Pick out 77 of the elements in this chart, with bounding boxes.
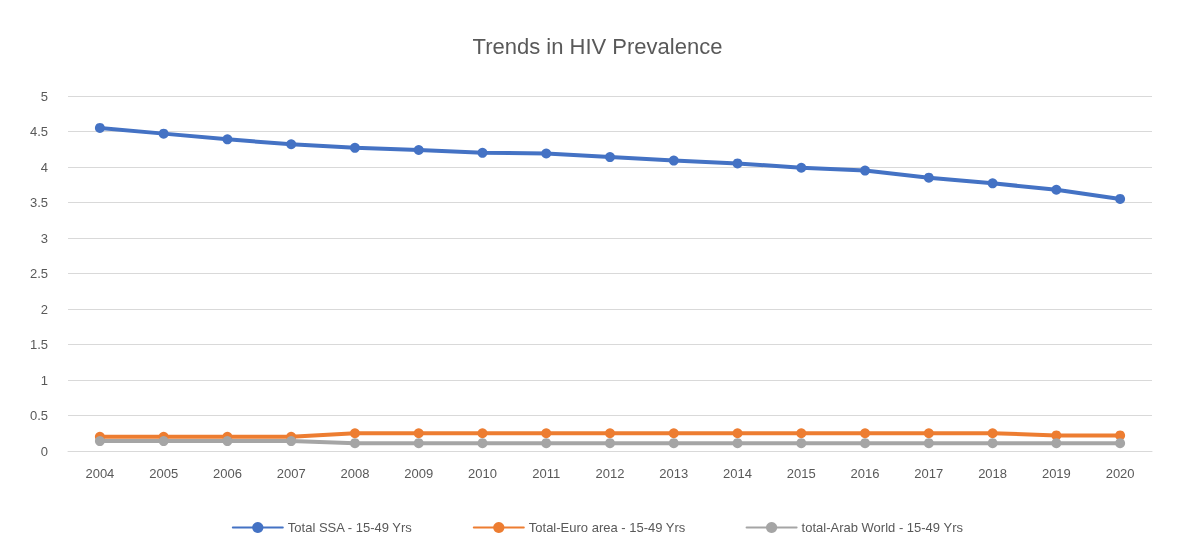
point: [541, 428, 552, 439]
point: [796, 162, 807, 173]
point: [349, 438, 360, 449]
x-tick-label: 2016: [850, 466, 880, 481]
x-tick-label: 2015: [786, 466, 816, 481]
chart-title: Trends in HIV Prevalence: [472, 33, 723, 59]
x-tick-label: 2007: [276, 466, 306, 481]
y-tick-label: 3.5: [29, 195, 48, 210]
point: [222, 436, 233, 447]
point: [732, 438, 743, 449]
point: [732, 428, 743, 439]
point: [286, 436, 297, 447]
x-tick-label: 2009: [404, 466, 434, 481]
legend-label: Total SSA - 15-49 Yrs: [287, 520, 413, 535]
point: [923, 438, 934, 449]
point: [732, 158, 743, 169]
x-tick-label: 2012: [595, 466, 625, 481]
y-tick-label: 2: [40, 301, 48, 317]
x-tick-label: 2018: [978, 466, 1008, 481]
x-tick-label: 2006: [212, 466, 242, 481]
point: [1115, 193, 1126, 204]
x-tick-label: 2008: [340, 466, 370, 481]
x-tick-label: 2017: [914, 466, 944, 481]
y-tick-label: 0.5: [29, 408, 48, 423]
point: [413, 428, 424, 439]
point: [860, 438, 871, 449]
y-tick-label: 4: [40, 159, 48, 175]
point: [413, 438, 424, 449]
point: [349, 428, 360, 439]
legend-label: Total-Euro area - 15-49 Yrs: [528, 520, 686, 535]
point: [1115, 438, 1126, 449]
point: [477, 147, 488, 158]
point: [222, 134, 233, 145]
point: [668, 155, 679, 166]
x-tick-label: 2005: [149, 466, 179, 481]
point: [796, 438, 807, 449]
point: [541, 148, 552, 159]
point: [541, 438, 552, 449]
point: [668, 438, 679, 449]
x-tick-label: 2004: [85, 466, 115, 481]
point: [668, 428, 679, 439]
y-tick-label: 4.5: [29, 124, 48, 139]
point: [860, 165, 871, 176]
point: [987, 178, 998, 189]
y-tick-label: 2.5: [29, 266, 48, 281]
point: [158, 128, 169, 139]
point: [477, 438, 488, 449]
x-tick-label: 2013: [659, 466, 689, 481]
x-tick-label: 2020: [1105, 466, 1135, 481]
y-tick-label: 3: [40, 230, 48, 246]
point: [413, 144, 424, 155]
point: [1051, 184, 1062, 195]
point: [860, 428, 871, 439]
point: [477, 428, 488, 439]
point: [923, 428, 934, 439]
y-tick-label: 5: [40, 88, 48, 104]
point: [605, 438, 615, 449]
point: [987, 438, 998, 449]
point: [923, 172, 934, 183]
y-tick-label: 1: [40, 372, 48, 388]
point: [286, 139, 297, 150]
x-tick-label: 2014: [723, 466, 752, 481]
point: [94, 122, 105, 133]
point: [1051, 438, 1062, 449]
point: [987, 428, 998, 439]
point: [158, 436, 169, 447]
x-tick-label: 2011: [532, 466, 561, 481]
point: [796, 428, 807, 439]
x-tick-label: 2019: [1041, 466, 1071, 481]
point: [605, 428, 615, 439]
point: [349, 142, 360, 153]
y-tick-label: 0: [40, 443, 48, 459]
x-tick-label: 2010: [468, 466, 497, 481]
legend-label: total-Arab World - 15-49 Yrs: [801, 520, 964, 535]
point: [94, 436, 105, 447]
point: [605, 152, 615, 163]
y-tick-label: 1.5: [29, 337, 48, 352]
